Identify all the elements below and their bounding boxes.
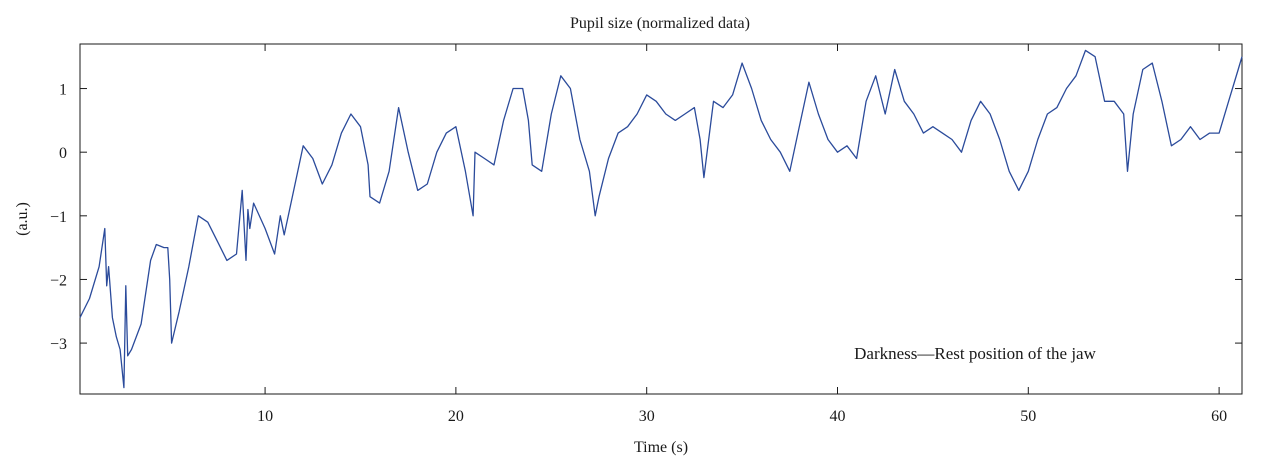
chart-title: Pupil size (normalized data) (570, 15, 750, 32)
y-tick-label: −3 (50, 336, 67, 353)
x-tick-label: 50 (1020, 408, 1036, 425)
x-tick-label: 20 (448, 408, 464, 425)
y-axis-label: (a.u.) (14, 202, 31, 236)
pupil-size-series-line (79, 49, 1243, 389)
y-tick-label: 1 (59, 82, 67, 99)
x-tick-label: 60 (1211, 408, 1227, 425)
axis-ticks (80, 44, 1242, 394)
y-tick-label: −1 (50, 209, 67, 226)
condition-annotation: Darkness—Rest position of the jaw (854, 344, 1096, 363)
y-tick-label: −2 (50, 272, 67, 289)
x-tick-label: 40 (829, 408, 845, 425)
x-axis-label: Time (s) (634, 439, 688, 456)
plot-area-frame (79, 43, 1243, 395)
axis-tick-labels: 10 20 30 40 50 60 −3 −2 −1 0 1 (50, 82, 1227, 425)
x-tick-label: 10 (257, 408, 273, 425)
x-tick-label: 30 (639, 408, 655, 425)
y-tick-label: 0 (59, 145, 67, 162)
